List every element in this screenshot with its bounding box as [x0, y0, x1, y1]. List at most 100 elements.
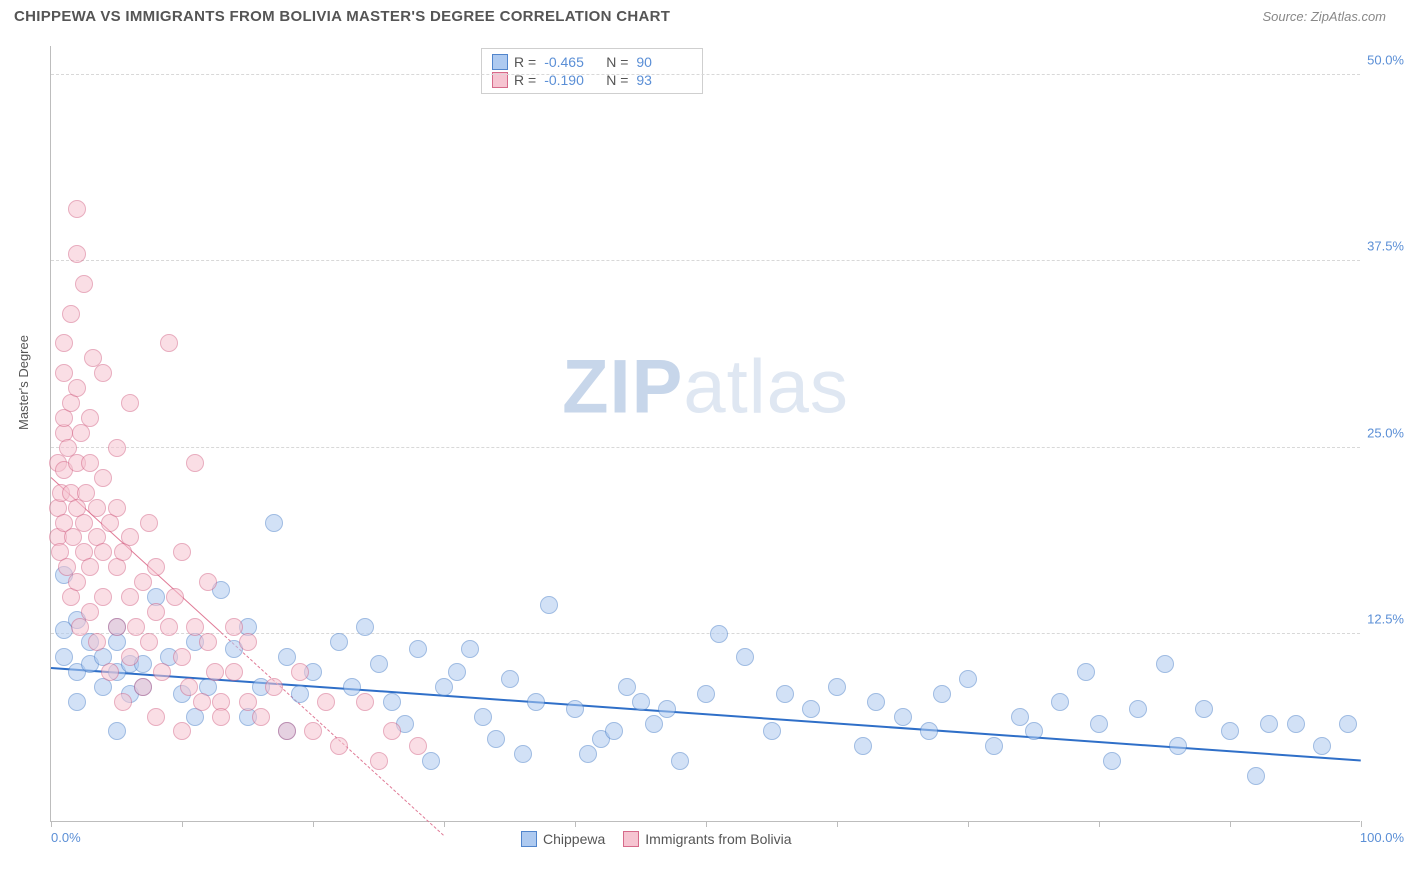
legend-swatch — [521, 831, 537, 847]
data-point — [160, 618, 178, 636]
data-point — [88, 499, 106, 517]
data-point — [114, 693, 132, 711]
data-point — [343, 678, 361, 696]
data-point — [147, 708, 165, 726]
data-point — [278, 648, 296, 666]
data-point — [1260, 715, 1278, 733]
data-point — [199, 633, 217, 651]
data-point — [153, 663, 171, 681]
data-point — [68, 379, 86, 397]
legend-n-label: N = — [606, 54, 628, 70]
data-point — [383, 722, 401, 740]
data-point — [920, 722, 938, 740]
chart-title: CHIPPEWA VS IMMIGRANTS FROM BOLIVIA MAST… — [14, 8, 670, 25]
data-point — [1011, 708, 1029, 726]
data-point — [1221, 722, 1239, 740]
data-point — [68, 200, 86, 218]
data-point — [173, 648, 191, 666]
data-point — [422, 752, 440, 770]
data-point — [1025, 722, 1043, 740]
legend-item: Chippewa — [521, 831, 605, 847]
data-point — [527, 693, 545, 711]
data-point — [278, 722, 296, 740]
data-point — [1339, 715, 1357, 733]
x-tick-label: 0.0% — [51, 830, 81, 845]
y-tick-label: 37.5% — [1367, 239, 1404, 254]
scatter-chart: ZIPatlas R =-0.465N =90R =-0.190N =93 Ch… — [50, 46, 1360, 822]
data-point — [55, 648, 73, 666]
x-tick — [837, 821, 838, 827]
data-point — [265, 514, 283, 532]
data-point — [186, 618, 204, 636]
data-point — [959, 670, 977, 688]
data-point — [383, 693, 401, 711]
grid-line — [51, 74, 1360, 75]
legend-series-label: Immigrants from Bolivia — [645, 831, 791, 847]
data-point — [173, 722, 191, 740]
data-point — [127, 618, 145, 636]
data-point — [409, 640, 427, 658]
legend-swatch — [492, 54, 508, 70]
data-point — [55, 364, 73, 382]
data-point — [108, 439, 126, 457]
data-point — [579, 745, 597, 763]
data-point — [140, 633, 158, 651]
data-point — [1247, 767, 1265, 785]
data-point — [101, 663, 119, 681]
data-point — [75, 275, 93, 293]
data-point — [206, 663, 224, 681]
x-tick — [575, 821, 576, 827]
data-point — [68, 573, 86, 591]
data-point — [985, 737, 1003, 755]
data-point — [147, 558, 165, 576]
data-point — [140, 514, 158, 532]
data-point — [370, 655, 388, 673]
y-tick-label: 25.0% — [1367, 425, 1404, 440]
data-point — [239, 633, 257, 651]
data-point — [1103, 752, 1121, 770]
data-point — [618, 678, 636, 696]
data-point — [81, 454, 99, 472]
trend-line — [221, 632, 444, 836]
data-point — [487, 730, 505, 748]
data-point — [291, 685, 309, 703]
data-point — [474, 708, 492, 726]
data-point — [304, 722, 322, 740]
data-point — [356, 693, 374, 711]
data-point — [121, 588, 139, 606]
data-point — [166, 588, 184, 606]
data-point — [330, 633, 348, 651]
data-point — [409, 737, 427, 755]
data-point — [763, 722, 781, 740]
x-tick — [968, 821, 969, 827]
data-point — [671, 752, 689, 770]
data-point — [75, 514, 93, 532]
data-point — [94, 469, 112, 487]
watermark: ZIPatlas — [562, 344, 849, 431]
legend-n-value: 90 — [636, 54, 692, 70]
header: CHIPPEWA VS IMMIGRANTS FROM BOLIVIA MAST… — [0, 0, 1406, 29]
data-point — [108, 618, 126, 636]
data-point — [540, 596, 558, 614]
data-point — [776, 685, 794, 703]
data-point — [108, 499, 126, 517]
data-point — [435, 678, 453, 696]
data-point — [1090, 715, 1108, 733]
data-point — [1195, 700, 1213, 718]
data-point — [239, 693, 257, 711]
x-tick — [1361, 821, 1362, 827]
data-point — [193, 693, 211, 711]
data-point — [81, 558, 99, 576]
grid-line — [51, 447, 1360, 448]
data-point — [501, 670, 519, 688]
data-point — [55, 334, 73, 352]
data-point — [134, 573, 152, 591]
data-point — [160, 334, 178, 352]
data-point — [68, 245, 86, 263]
data-point — [94, 588, 112, 606]
y-axis-label: Master's Degree — [16, 335, 31, 430]
series-legend: Chippewa Immigrants from Bolivia — [521, 831, 792, 847]
x-tick — [1230, 821, 1231, 827]
data-point — [94, 364, 112, 382]
data-point — [566, 700, 584, 718]
